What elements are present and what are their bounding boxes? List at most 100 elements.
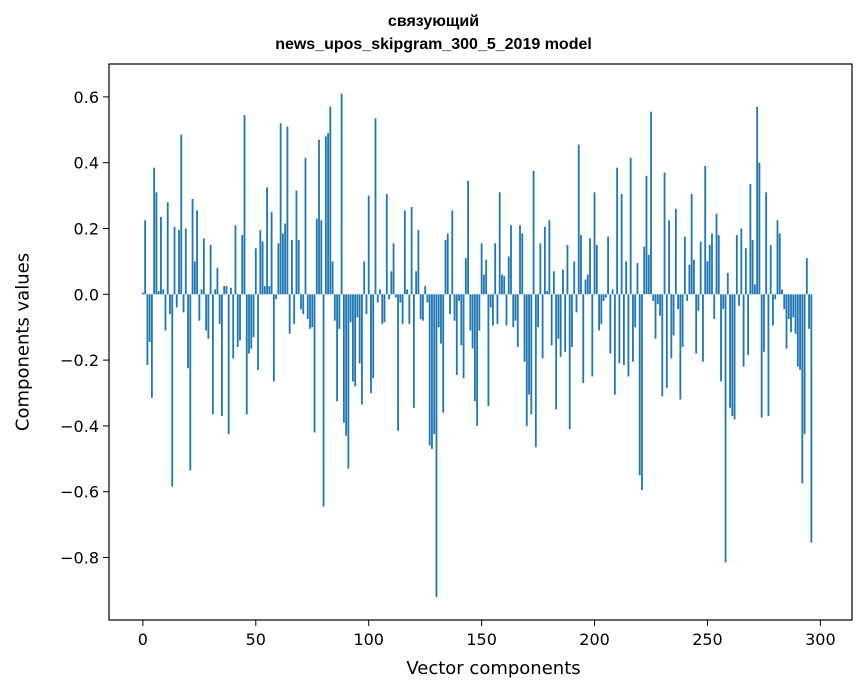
bar	[573, 261, 576, 295]
bar	[702, 294, 704, 362]
bar	[607, 236, 609, 295]
bar	[801, 294, 804, 484]
bar	[345, 294, 348, 436]
bar	[467, 180, 469, 295]
bar	[593, 192, 596, 295]
bar	[704, 165, 707, 295]
bar	[507, 256, 510, 295]
bar	[720, 294, 722, 382]
bar	[275, 294, 278, 300]
bar	[647, 254, 650, 295]
bar	[424, 286, 427, 295]
bar	[731, 294, 734, 417]
y-axis-ticks: −0.8 −0.6 −0.4 −0.2 0.0 0.2 0.4 0.6	[60, 88, 109, 567]
bar	[751, 240, 754, 295]
bar	[602, 294, 605, 301]
bar	[803, 294, 806, 435]
bar	[577, 144, 580, 295]
bar	[781, 289, 783, 295]
bar	[232, 294, 235, 359]
x-tick-label: 0	[138, 630, 148, 649]
bar	[390, 271, 393, 295]
bar	[677, 294, 680, 310]
bar	[200, 289, 203, 295]
bar	[575, 294, 578, 313]
bar	[408, 294, 411, 324]
bar	[627, 294, 630, 377]
bar	[785, 294, 788, 349]
bar	[618, 294, 621, 364]
y-tick-label: −0.8	[60, 548, 99, 567]
bar	[379, 289, 381, 295]
bar	[738, 294, 740, 306]
bar	[783, 294, 786, 310]
bar	[453, 294, 456, 321]
bar	[295, 190, 298, 295]
bar	[309, 294, 311, 329]
bar	[257, 294, 259, 370]
bar	[697, 294, 700, 311]
bar	[419, 294, 422, 319]
bar	[688, 264, 691, 295]
x-tick-label: 200	[579, 630, 610, 649]
bar	[584, 279, 587, 295]
bar	[726, 272, 729, 295]
bar	[530, 294, 533, 415]
bar	[638, 294, 641, 476]
bar	[300, 294, 302, 310]
bar	[776, 220, 779, 295]
bar	[629, 157, 632, 295]
bar	[790, 294, 792, 333]
bar	[552, 271, 555, 295]
bar	[722, 294, 725, 310]
bar	[401, 294, 404, 324]
bar	[753, 284, 756, 295]
y-tick-label: −0.2	[60, 351, 99, 370]
bar	[340, 93, 343, 295]
bar	[543, 226, 546, 295]
y-tick-label: −0.6	[60, 483, 99, 502]
bar	[261, 241, 264, 295]
bar	[686, 294, 689, 301]
bar	[498, 192, 501, 295]
bar	[336, 294, 338, 402]
axes-frame	[108, 63, 853, 621]
chart-title-line-2: news_upos_skipgram_300_5_2019 model	[275, 36, 592, 53]
bar	[808, 294, 810, 329]
bar	[372, 294, 375, 379]
bar	[611, 289, 614, 295]
bar	[740, 228, 743, 295]
bar	[571, 294, 573, 347]
bar	[632, 294, 634, 362]
bar	[216, 267, 219, 295]
bar	[805, 258, 808, 295]
bar	[659, 294, 661, 316]
bar	[634, 294, 637, 328]
bar	[485, 259, 488, 295]
bar	[516, 294, 519, 347]
bar	[304, 157, 307, 295]
bar	[263, 286, 266, 295]
bar	[426, 294, 429, 303]
bar	[431, 294, 433, 449]
bar	[437, 294, 440, 328]
bar	[681, 294, 684, 347]
bar	[765, 192, 768, 295]
bar	[329, 106, 332, 295]
bar	[641, 294, 643, 491]
bar	[365, 294, 368, 315]
bar	[241, 235, 244, 295]
bar	[521, 233, 524, 295]
bar	[162, 289, 165, 295]
bar	[394, 294, 397, 298]
bar	[318, 139, 320, 295]
bar	[464, 258, 467, 295]
bar	[534, 294, 537, 448]
bar	[385, 193, 388, 295]
bar	[699, 241, 702, 295]
bar	[211, 294, 214, 415]
bar	[306, 294, 309, 319]
bar	[444, 240, 447, 295]
bar	[473, 294, 476, 402]
bar	[243, 114, 246, 295]
